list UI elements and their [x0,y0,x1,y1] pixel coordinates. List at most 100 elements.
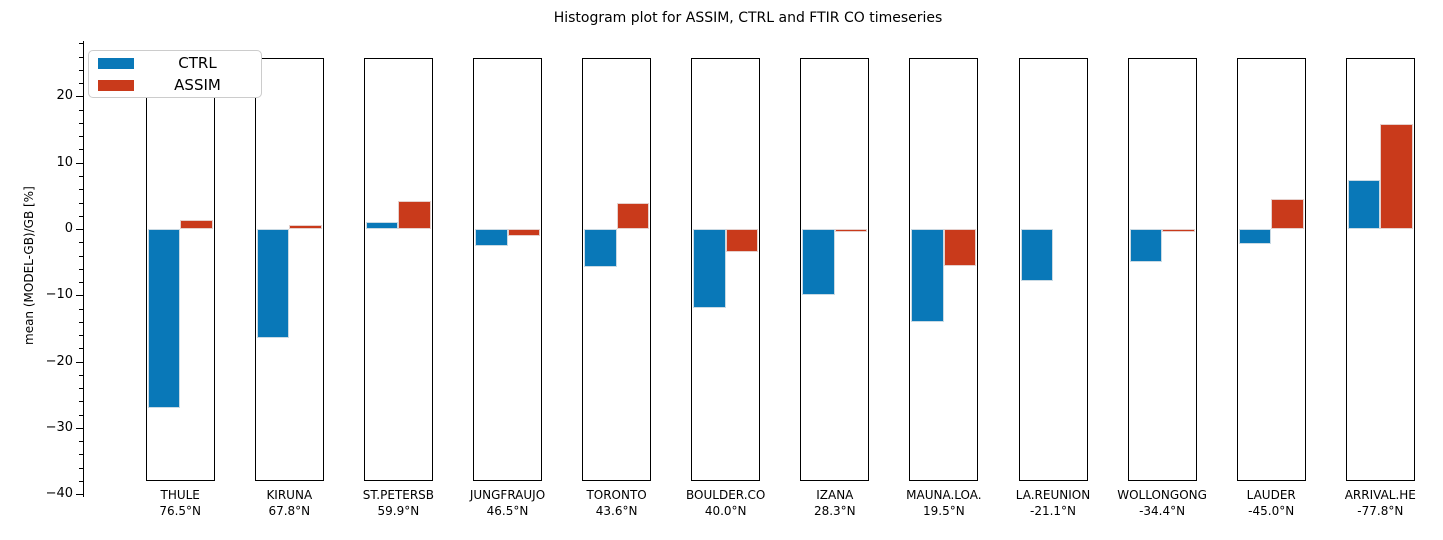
station-name-label: THULE [160,488,200,502]
y-axis-minor-tick [79,467,83,469]
station-name-label: TORONTO [586,488,647,502]
y-axis-minor-tick [79,441,83,443]
station-panel [363,58,433,481]
ctrl-swatch-icon [98,57,134,69]
ctrl-bar [365,222,399,229]
assim-bar [943,229,977,267]
y-axis-major-tick [76,295,83,297]
station-name-label: KIRUNA [266,488,313,502]
station-lat-label: 28.3°N [813,504,856,518]
y-axis-minor-tick [79,401,83,403]
station-label: IZANA 28.3°N [780,487,889,519]
y-axis-minor-tick [79,215,83,217]
y-axis-major-tick [76,361,83,363]
y-axis-label: mean (MODEL-GB)/GB [%] [22,186,36,345]
y-axis-minor-tick [79,282,83,283]
y-axis-tick-label: 10 [56,154,73,170]
ctrl-bar [147,229,181,408]
station-name-label: WOLLONGONG [1117,488,1207,502]
assim-bar [289,225,322,229]
y-axis-tick-label: −40 [45,486,73,502]
ctrl-bar [802,229,835,296]
y-axis-major-tick [76,229,83,230]
y-axis-major-tick [76,96,83,98]
station-name-label: ST.PETERSB [362,488,435,502]
station-label: LA.REUNION -21.1°N [999,487,1108,519]
station-lat-label: 19.5°N [923,504,965,518]
station-panel [1236,58,1306,481]
chart-title: Histogram plot for ASSIM, CTRL and FTIR … [553,10,943,26]
assim-bar [834,229,868,232]
station-label: TORONTO 43.6°N [562,487,671,519]
station-label: KIRUNA 67.8°N [235,487,344,519]
assim-swatch-icon [98,79,134,91]
y-axis-minor-tick [79,202,83,204]
legend-label-assim: ASSIM [174,76,221,94]
ctrl-bar [1238,229,1272,245]
y-axis-minor-tick [79,176,83,177]
assim-bar [1162,229,1195,232]
station-name-label: LA.REUNION [1015,488,1091,502]
station-label: ARRIVAL.HE -77.8°N [1326,487,1435,519]
y-axis-minor-tick [79,454,83,456]
ctrl-bar [475,229,508,247]
station-name-label: JUNGFRAUJO [469,488,546,502]
station-lat-label: 40.0°N [704,504,747,518]
ctrl-bar [1020,229,1053,281]
legend-item-assim: ASSIM [89,76,261,94]
station-panel [473,58,542,481]
y-axis-minor-tick [79,189,83,191]
station-panel [1127,58,1197,481]
y-axis-minor-tick [79,149,83,151]
ctrl-bar [1129,229,1163,262]
y-axis-minor-tick [79,83,83,85]
station-name-label: ARRIVAL.HE [1344,488,1416,502]
y-axis-minor-tick [79,348,83,350]
y-axis-minor-tick [79,268,83,270]
assim-bar [398,201,431,229]
y-axis-minor-tick [79,414,83,416]
y-axis-minor-tick [79,374,83,376]
y-axis-minor-tick [79,255,83,257]
y-axis-minor-tick [79,242,83,244]
y-axis-tick-label: −30 [45,419,73,435]
y-axis-minor-tick [79,43,83,45]
station-lat-label: 46.5°N [486,504,529,518]
y-axis-minor-tick [79,109,83,111]
ctrl-bar [693,229,726,308]
station-name-label: BOULDER.CO [686,488,766,502]
legend: CTRL ASSIM [88,50,262,98]
station-lat-label: -34.4°N [1139,504,1186,518]
legend-label-ctrl: CTRL [178,54,217,72]
y-axis-major-tick [76,494,83,496]
assim-bar [507,229,540,236]
station-label: MAUNA.LOA. 19.5°N [889,487,998,519]
station-name-label: IZANA [816,488,854,502]
y-axis-minor-tick [79,480,83,482]
y-axis-minor-tick [79,69,83,71]
y-axis-minor-tick [79,136,83,138]
ctrl-bar [1347,179,1381,229]
station-panel [1345,58,1415,481]
station-label: BOULDER.CO 40.0°N [671,487,780,519]
assim-bar [1380,123,1413,229]
y-axis-minor-tick [79,56,83,58]
y-axis-tick-label: 20 [56,88,73,104]
station-panel [582,58,652,481]
station-lat-label: -21.1°N [1029,504,1077,518]
legend-item-ctrl: CTRL [89,54,261,72]
station-lat-label: 43.6°N [595,504,638,518]
y-axis-tick-label: −20 [45,353,73,369]
station-lat-label: 59.9°N [377,504,420,518]
ctrl-bar [584,229,617,267]
station-label: JUNGFRAUJO 46.5°N [453,487,562,519]
station-lat-label: 67.8°N [268,504,311,518]
station-name-label: MAUNA.LOA. [906,488,982,502]
station-label: LAUDER -45.0°N [1217,487,1326,519]
y-axis-minor-tick [79,321,83,323]
ctrl-bar [911,229,944,322]
y-axis-major-tick [76,162,83,164]
ctrl-bar [256,229,290,338]
y-axis-minor-tick [79,335,83,337]
